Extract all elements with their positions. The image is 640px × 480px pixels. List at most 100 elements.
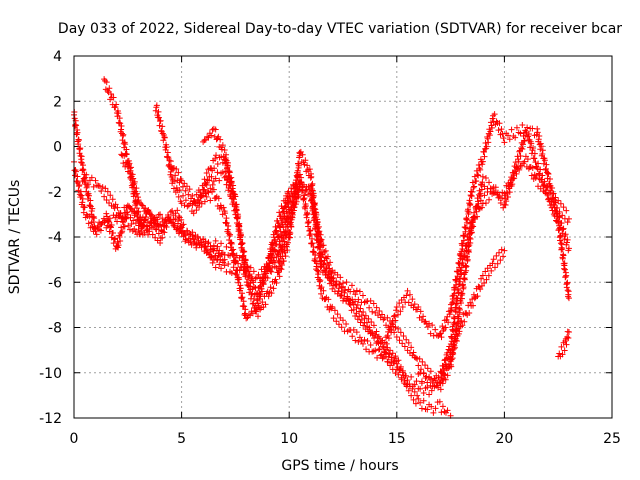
data-point: [86, 213, 93, 220]
data-point: [184, 203, 191, 210]
data-point: [209, 181, 216, 188]
data-point: [431, 375, 438, 382]
data-point: [390, 323, 397, 330]
series-arc-12: [383, 111, 572, 347]
data-point: [163, 223, 170, 230]
data-point: [560, 252, 567, 259]
y-tick-label: -6: [48, 275, 62, 291]
data-point: [263, 270, 270, 277]
data-point: [550, 195, 557, 202]
data-point: [335, 321, 342, 328]
data-point: [395, 325, 402, 332]
data-point: [534, 165, 541, 172]
data-point: [406, 291, 413, 298]
data-point: [348, 282, 355, 289]
data-point: [556, 350, 563, 357]
data-point: [217, 256, 224, 263]
data-point: [337, 292, 344, 299]
data-point: [441, 408, 448, 415]
data-point: [215, 250, 222, 257]
data-point: [477, 190, 484, 197]
data-point: [486, 179, 493, 186]
data-point: [201, 137, 208, 144]
data-point: [136, 219, 143, 226]
data-point: [190, 210, 197, 217]
data-point: [110, 229, 117, 236]
data-point: [437, 386, 444, 393]
data-point: [415, 362, 422, 369]
data-point: [312, 223, 319, 230]
data-point: [550, 190, 557, 197]
data-point: [175, 213, 182, 220]
data-point: [432, 405, 439, 412]
data-point: [439, 403, 446, 410]
data-point: [228, 270, 235, 277]
data-point: [221, 262, 228, 269]
data-point: [439, 380, 446, 387]
data-point: [358, 337, 365, 344]
data-point: [207, 197, 214, 204]
data-point: [498, 246, 505, 253]
data-point: [489, 124, 496, 131]
data-point: [329, 303, 336, 310]
data-point: [552, 199, 559, 206]
data-point: [212, 155, 219, 162]
data-point: [426, 391, 433, 398]
data-point: [233, 201, 240, 208]
data-point: [318, 284, 325, 291]
data-point: [256, 275, 263, 282]
data-point: [257, 291, 264, 298]
data-point: [489, 185, 496, 192]
x-tick-label: 5: [177, 431, 186, 447]
data-point: [224, 159, 231, 166]
data-point: [189, 201, 196, 208]
data-point: [315, 243, 322, 250]
x-tick-label: 20: [495, 431, 513, 447]
data-point: [77, 152, 84, 159]
data-point: [459, 322, 466, 329]
series-arc-13: [415, 125, 572, 393]
data-point: [245, 311, 252, 318]
data-point: [444, 407, 451, 414]
data-point: [228, 247, 235, 254]
data-point: [318, 263, 325, 270]
data-point: [149, 213, 156, 220]
data-point: [161, 229, 168, 236]
data-point: [203, 193, 210, 200]
data-point: [294, 167, 301, 174]
data-point: [554, 204, 561, 211]
data-point: [143, 223, 150, 230]
data-point: [222, 210, 229, 217]
data-point: [565, 215, 572, 222]
data-point: [348, 307, 355, 314]
data-point: [299, 151, 306, 158]
data-point: [427, 376, 434, 383]
data-point: [282, 223, 289, 230]
data-point: [120, 214, 127, 221]
data-point: [165, 154, 172, 161]
data-point: [212, 175, 219, 182]
data-point: [105, 218, 112, 225]
data-point: [275, 269, 282, 276]
data-point: [357, 319, 364, 326]
data-point: [247, 264, 254, 271]
data-point: [185, 191, 192, 198]
data-point: [74, 173, 81, 180]
data-point: [482, 268, 489, 275]
data-point: [415, 303, 422, 310]
data-point: [395, 371, 402, 378]
data-point: [320, 242, 327, 249]
data-point: [273, 227, 280, 234]
data-point: [504, 132, 511, 139]
data-point: [427, 330, 434, 337]
data-point: [442, 324, 449, 331]
data-point: [202, 244, 209, 251]
data-point: [405, 339, 412, 346]
data-point: [513, 164, 520, 171]
data-point: [159, 130, 166, 137]
data-point: [563, 341, 570, 348]
data-point: [220, 204, 227, 211]
data-point: [361, 315, 368, 322]
data-point: [325, 296, 332, 303]
data-point: [201, 243, 208, 250]
